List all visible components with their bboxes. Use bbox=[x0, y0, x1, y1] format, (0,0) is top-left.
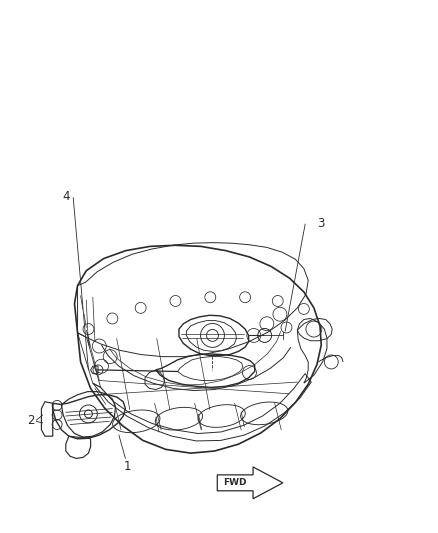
Text: 1: 1 bbox=[124, 461, 131, 473]
Text: 4: 4 bbox=[62, 190, 70, 203]
Text: 3: 3 bbox=[318, 216, 325, 230]
Text: 2: 2 bbox=[27, 414, 35, 427]
Text: FWD: FWD bbox=[223, 478, 247, 487]
